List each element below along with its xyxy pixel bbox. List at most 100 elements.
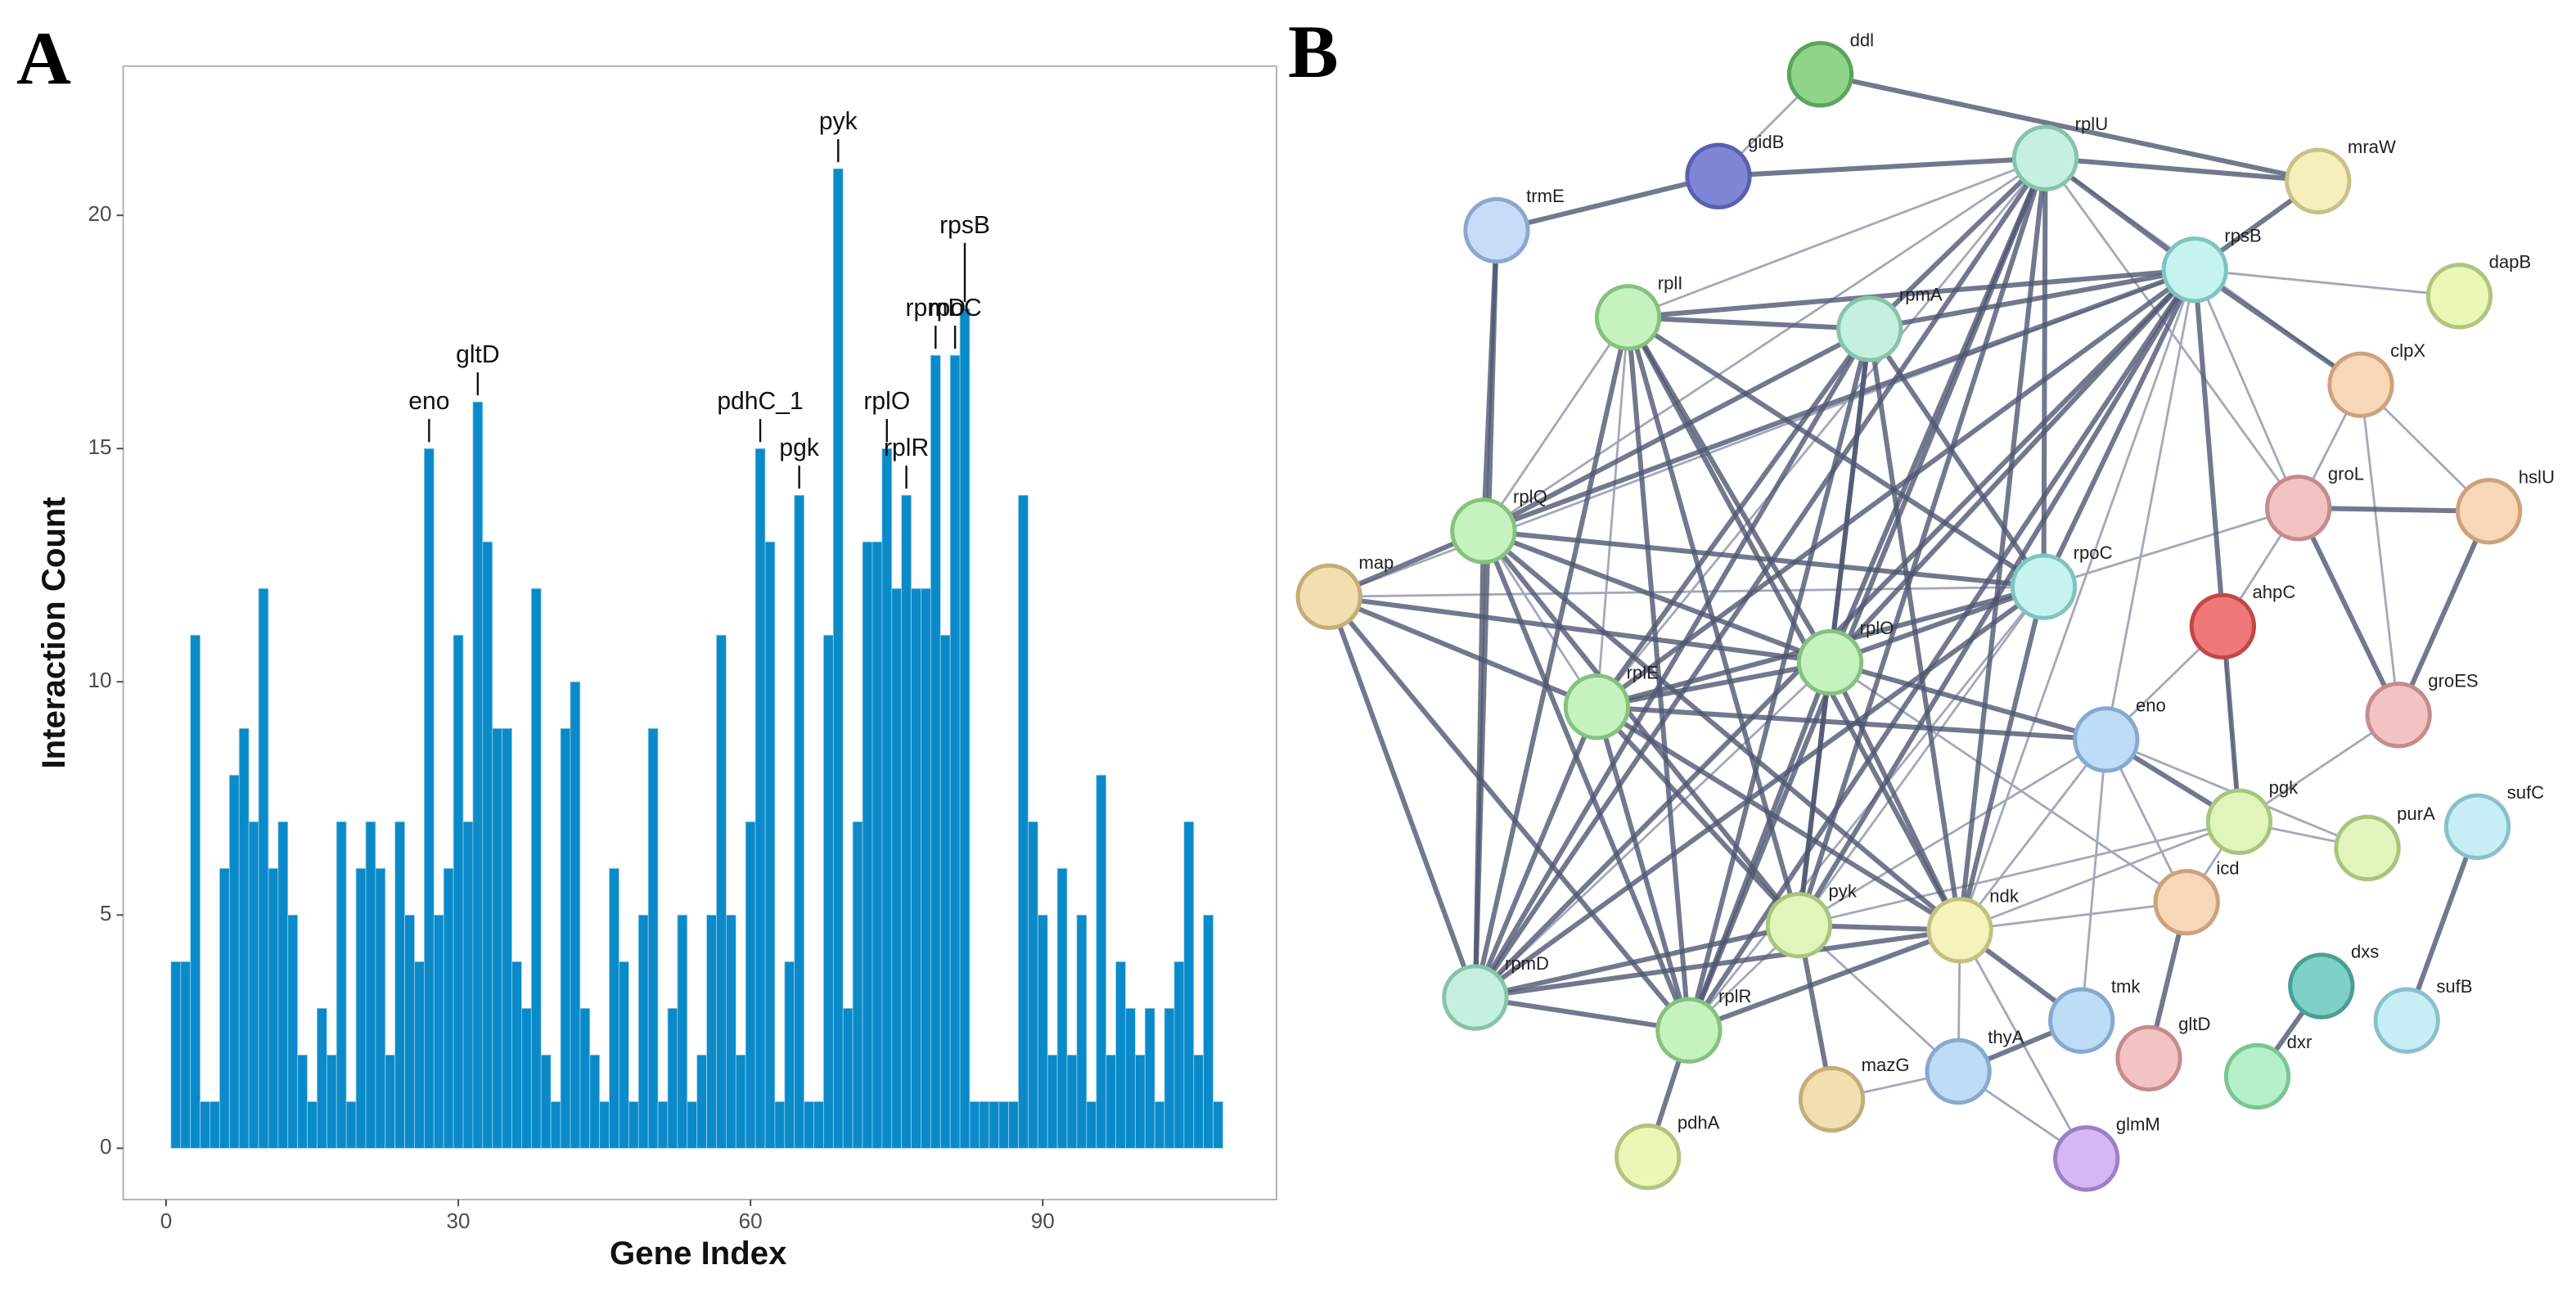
- node: [2327, 351, 2394, 418]
- bar: [180, 961, 191, 1149]
- node: [2053, 1125, 2120, 1192]
- edge: [2043, 506, 2299, 588]
- bar: [871, 541, 883, 1149]
- bar: [404, 914, 415, 1149]
- annotation: eno: [408, 388, 449, 415]
- edge: [1687, 157, 2048, 1032]
- node: [2373, 987, 2440, 1054]
- edge: [1829, 584, 2045, 665]
- x-tick-label: 30: [447, 1209, 471, 1233]
- bar: [365, 821, 376, 1149]
- bar: [628, 1101, 639, 1149]
- bar: [530, 587, 542, 1149]
- node-label: thyA: [1988, 1027, 2024, 1047]
- node-label: rpmA: [1899, 285, 1943, 305]
- bar: [687, 1101, 698, 1149]
- node: [1463, 196, 1530, 264]
- bar: [1037, 914, 1048, 1149]
- edge: [1474, 584, 2046, 1000]
- edge: [1959, 739, 2107, 931]
- node: [2288, 952, 2355, 1020]
- annotation: gltD: [456, 341, 500, 368]
- bar: [609, 867, 619, 1149]
- bar: [570, 681, 581, 1149]
- edge: [2192, 269, 2242, 822]
- bar: [764, 541, 776, 1149]
- bar: [1154, 1101, 1165, 1149]
- edge: [1473, 327, 1872, 999]
- bar: [1115, 961, 1126, 1149]
- node-label: gltD: [2178, 1014, 2210, 1034]
- bar: [511, 961, 522, 1149]
- bar: [453, 634, 464, 1149]
- bar: [813, 1101, 824, 1149]
- node-label: dxs: [2351, 942, 2379, 962]
- edge: [1829, 661, 2187, 903]
- node: [2425, 263, 2493, 330]
- bar: [423, 448, 435, 1149]
- bar: [1134, 1054, 1146, 1149]
- bar: [540, 1054, 552, 1149]
- node-label: icd: [2216, 858, 2239, 878]
- node-label: mazG: [1862, 1055, 1910, 1075]
- y-tick-label: 0: [100, 1134, 112, 1159]
- bar: [414, 961, 425, 1149]
- edge: [1798, 738, 2107, 926]
- y-axis-title: Interaction Count: [35, 497, 72, 768]
- edge: [1483, 528, 2044, 590]
- node: [2443, 793, 2511, 860]
- node-label: rplI: [1658, 273, 1683, 294]
- node-label: rplR: [1718, 986, 1751, 1006]
- node: [1685, 142, 1752, 209]
- node-label: ddl: [1850, 29, 1874, 50]
- bar: [317, 1007, 327, 1149]
- edge: [1496, 173, 1719, 233]
- x-tick-label: 60: [739, 1209, 763, 1233]
- bar: [949, 354, 961, 1149]
- edge: [1625, 317, 1691, 1031]
- node: [2365, 682, 2432, 749]
- node: [1796, 628, 1864, 696]
- bar: [677, 914, 688, 1149]
- node-label: trmE: [1526, 186, 1565, 206]
- edge: [1482, 326, 1871, 533]
- edge: [1867, 328, 1963, 931]
- edge: [2045, 155, 2319, 184]
- bar: [1164, 1007, 1175, 1149]
- panel-label: B: [1288, 10, 1339, 93]
- bar: [1193, 1054, 1205, 1149]
- edge: [1326, 596, 1478, 999]
- bar: [228, 774, 240, 1149]
- edge: [2396, 510, 2492, 717]
- annotation: rpmD: [906, 295, 966, 322]
- node: [2048, 987, 2115, 1054]
- edge: [1686, 328, 1872, 1031]
- edge: [1595, 705, 1961, 933]
- bar: [637, 914, 649, 1149]
- bar: [891, 587, 903, 1149]
- edge: [1475, 995, 1690, 1033]
- bar: [939, 634, 951, 1149]
- node: [2010, 553, 2078, 620]
- node-label: pdhA: [1678, 1113, 1720, 1133]
- edge: [1329, 585, 2044, 598]
- bar: [1018, 494, 1029, 1149]
- node-label: purA: [2397, 804, 2435, 824]
- edge: [1828, 268, 2197, 664]
- node: [2205, 788, 2273, 855]
- node: [1442, 964, 1509, 1031]
- edge: [1475, 922, 1800, 1001]
- edge: [2295, 506, 2401, 717]
- node-label: map: [1358, 552, 1394, 573]
- edge: [1482, 530, 1598, 708]
- bar: [1066, 1054, 1078, 1149]
- edge: [1472, 230, 1499, 998]
- annotation: rplR: [884, 434, 929, 461]
- y-tick-label: 15: [88, 434, 112, 459]
- bar: [336, 821, 347, 1149]
- edge: [1628, 267, 2195, 320]
- edge: [1596, 157, 2047, 708]
- node: [1925, 1038, 1992, 1105]
- bar: [1213, 1101, 1223, 1149]
- edge: [1482, 317, 1629, 532]
